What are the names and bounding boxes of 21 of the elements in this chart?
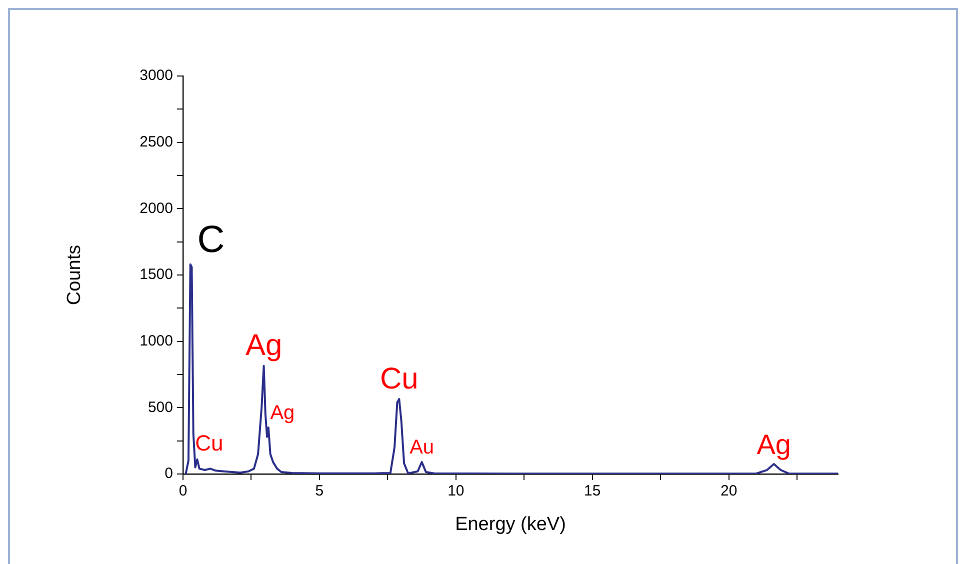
- x-tick-label: 15: [584, 482, 601, 500]
- y-tick-label: 3000: [140, 67, 173, 84]
- x-axis-title: Energy (keV): [455, 514, 566, 536]
- annotation: Ag: [270, 402, 295, 424]
- annotation: Ag: [756, 428, 791, 460]
- x-tick-label: 20: [720, 482, 738, 500]
- y-tick-label: 2500: [140, 133, 173, 150]
- y-axis-title: Counts: [64, 244, 86, 306]
- y-tick-label: 1500: [140, 266, 173, 284]
- x-tick-label: 5: [315, 482, 324, 500]
- x-tick-label: 0: [178, 482, 188, 500]
- annotation: C: [197, 218, 225, 261]
- annotation: Au: [410, 436, 434, 459]
- annotation: Ag: [245, 329, 282, 362]
- y-tick-label: 0: [164, 465, 173, 482]
- annotation: Cu: [380, 362, 418, 396]
- y-tick-label: 1000: [140, 332, 173, 350]
- annotation: Cu: [195, 430, 224, 456]
- x-tick-label: 10: [448, 482, 464, 500]
- y-tick-label: 2000: [140, 200, 173, 217]
- y-tick-label: 500: [148, 398, 173, 416]
